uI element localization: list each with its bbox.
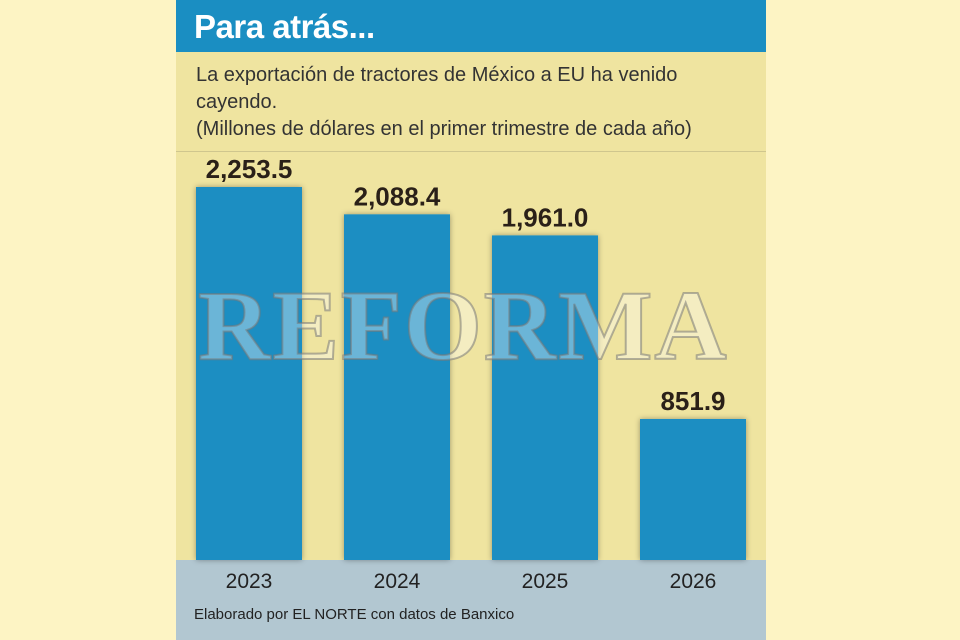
subtitle-line-2: (Millones de dólares en el primer trimes… — [196, 118, 692, 140]
x-tick-2023: 2023 — [226, 570, 273, 593]
bar-chart: 2,253.5 2023 2,088.4 2024 1,961.0 2025 851.9 20… — [196, 154, 746, 593]
chart-subtitle: La exportación de tractores de México a … — [196, 62, 756, 143]
value-label-2026: 851.9 — [660, 386, 725, 416]
chart-panel: Para atrás... La exportación de tractore… — [176, 0, 766, 640]
bar-2026 — [640, 418, 746, 560]
value-label-2023: 2,253.5 — [206, 154, 293, 184]
value-label-2024: 2,088.4 — [354, 181, 441, 211]
bar-2025 — [492, 235, 598, 561]
bar-2023 — [196, 187, 302, 560]
value-label-2025: 1,961.0 — [502, 202, 589, 232]
x-axis-band — [176, 560, 766, 640]
x-tick-2025: 2025 — [522, 570, 569, 593]
source-note: Elaborado por EL NORTE con datos de Banx… — [194, 606, 515, 623]
bar-2024 — [344, 214, 450, 561]
subtitle-line-1: La exportación de tractores de México a … — [196, 64, 678, 113]
x-tick-2026: 2026 — [670, 570, 717, 593]
header-bar: Para atrás... — [176, 0, 766, 52]
chart-title: Para atrás... — [194, 8, 375, 45]
x-tick-2024: 2024 — [374, 570, 421, 593]
frame-top-rule — [176, 151, 766, 152]
